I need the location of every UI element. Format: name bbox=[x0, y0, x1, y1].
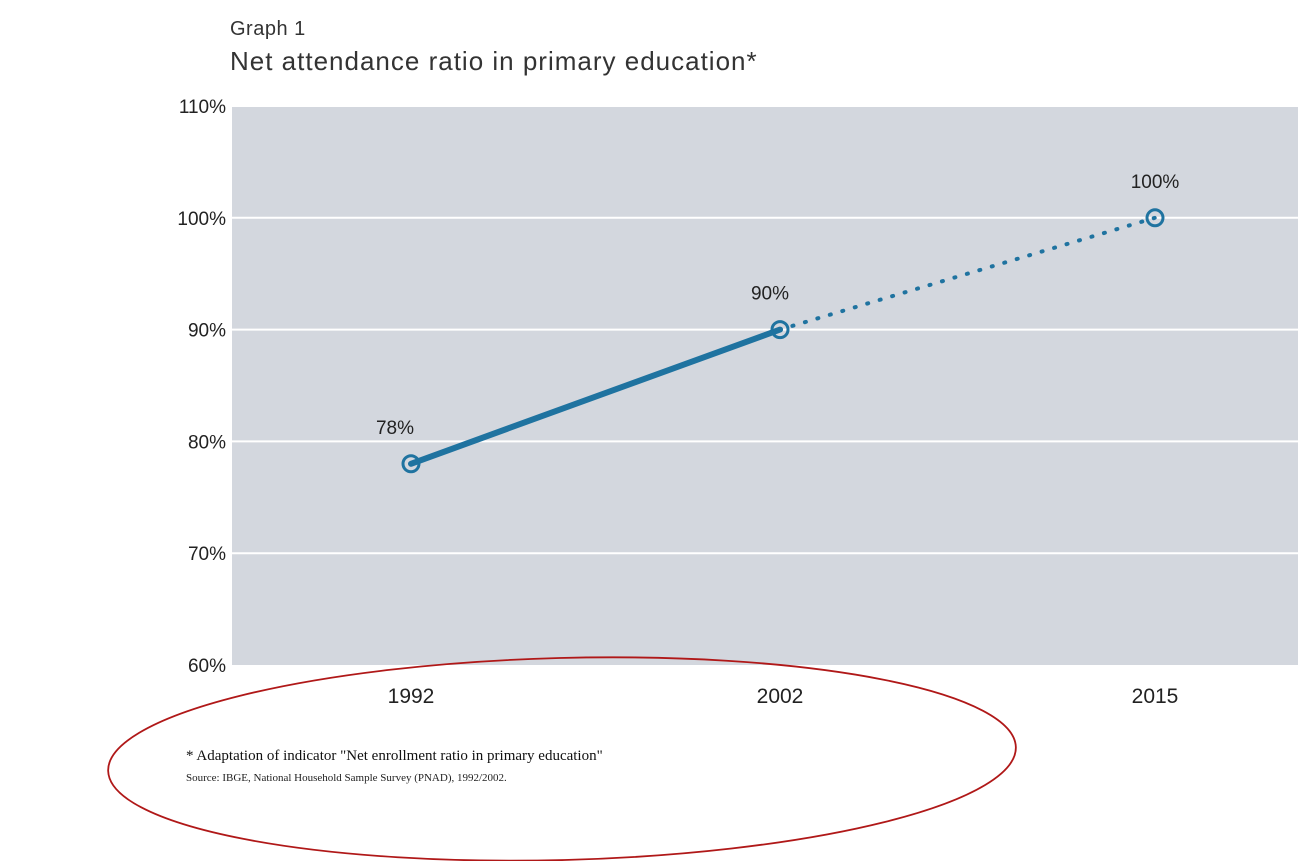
annotation-ellipse bbox=[107, 656, 1017, 861]
y-tick-label: 70% bbox=[188, 544, 226, 565]
graph-label: Graph 1 bbox=[230, 18, 306, 40]
data-point bbox=[1145, 208, 1165, 228]
data-label: 100% bbox=[1131, 172, 1180, 193]
x-tick-label: 2002 bbox=[757, 685, 804, 708]
series-line-segment bbox=[408, 326, 783, 467]
y-tick-label: 90% bbox=[188, 321, 226, 342]
x-tick-label: 2015 bbox=[1132, 685, 1179, 708]
chart-title: Net attendance ratio in primary educatio… bbox=[230, 46, 758, 76]
data-label: 78% bbox=[376, 418, 414, 439]
y-tick-label: 60% bbox=[188, 656, 226, 677]
series-line-projection bbox=[778, 215, 1157, 332]
data-label: 90% bbox=[751, 284, 789, 305]
data-point bbox=[770, 320, 790, 340]
source-note: Source: IBGE, National Household Sample … bbox=[186, 772, 507, 784]
y-tick-label: 100% bbox=[177, 209, 226, 230]
plot-area bbox=[232, 106, 1298, 665]
x-tick-label: 1992 bbox=[388, 685, 435, 708]
y-tick-label: 80% bbox=[188, 432, 226, 453]
footnote: * Adaptation of indicator "Net enrollmen… bbox=[186, 748, 603, 764]
y-tick-label: 110% bbox=[179, 97, 226, 118]
data-point bbox=[401, 454, 421, 474]
